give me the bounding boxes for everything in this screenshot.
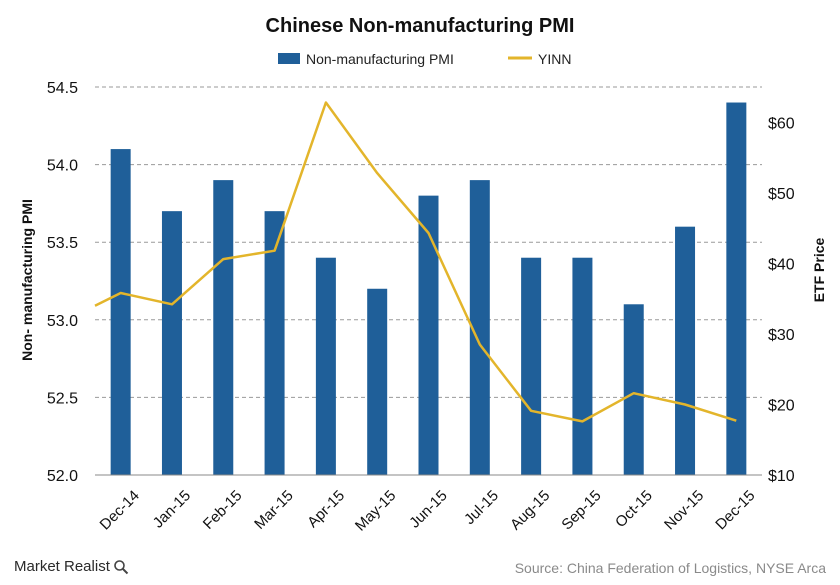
pmi-bar-Sep-15 xyxy=(572,257,593,475)
x-tick-label: May-15 xyxy=(352,487,399,534)
left-tick-label: 54.0 xyxy=(47,158,78,175)
right-tick-label: $60 xyxy=(768,115,795,132)
x-tick-label: Jan-15 xyxy=(150,487,194,531)
branding: Market Realist xyxy=(14,558,129,575)
pmi-bar-Nov-15 xyxy=(675,226,696,475)
x-tick-label: Nov-15 xyxy=(661,487,707,533)
left-axis-label: Non- manufacturing PMI xyxy=(19,199,35,361)
pmi-bar-Jun-15 xyxy=(418,195,439,475)
yinn-line xyxy=(94,101,737,423)
pmi-bar-Aug-15 xyxy=(521,257,542,475)
pmi-bar-Apr-15 xyxy=(315,257,336,475)
pmi-bar-Jan-15 xyxy=(161,211,182,475)
left-tick-label: 53.5 xyxy=(47,235,78,252)
x-tick-label: Feb-15 xyxy=(200,487,246,533)
yinn-line-path xyxy=(94,101,737,423)
chart: Chinese Non-manufacturing PMI Non-manufa… xyxy=(19,15,827,535)
pmi-bar-May-15 xyxy=(367,288,388,475)
right-tick-label: $40 xyxy=(768,256,795,273)
pmi-bar-Jul-15 xyxy=(469,180,490,475)
right-tick-label: $50 xyxy=(768,186,795,203)
legend-label-yinn: YINN xyxy=(538,51,571,67)
pmi-bar-Dec-15 xyxy=(726,102,747,476)
right-tick-label: $30 xyxy=(768,327,795,344)
left-axis-ticks: 52.0 52.5 53.0 53.5 54.0 54.5 xyxy=(47,80,78,485)
pmi-bar-Oct-15 xyxy=(623,304,644,475)
left-tick-label: 52.5 xyxy=(47,390,78,407)
x-tick-label: Oct-15 xyxy=(612,487,656,531)
legend-swatch-pmi xyxy=(278,53,300,64)
left-tick-label: 52.0 xyxy=(47,468,78,485)
source-note: Source: China Federation of Logistics, N… xyxy=(514,560,826,576)
x-tick-label: Apr-15 xyxy=(304,487,348,531)
pmi-bar-Mar-15 xyxy=(264,211,285,475)
x-tick-label: Aug-15 xyxy=(507,487,553,533)
pmi-bar-Feb-15 xyxy=(213,180,234,475)
right-tick-label: $20 xyxy=(768,397,795,414)
x-tick-label: Dec-15 xyxy=(712,487,758,533)
x-tick-label: Sep-15 xyxy=(558,487,604,533)
pmi-bars xyxy=(110,102,747,476)
right-axis-ticks: $10 $20 $30 $40 $50 $60 xyxy=(768,115,795,485)
left-tick-label: 53.0 xyxy=(47,313,78,330)
right-tick-label: $10 xyxy=(768,468,795,485)
x-tick-label: Jun-15 xyxy=(406,487,450,531)
legend: Non-manufacturing PMI YINN xyxy=(278,51,571,67)
x-tick-label: Jul-15 xyxy=(461,487,502,528)
legend-label-pmi: Non-manufacturing PMI xyxy=(306,51,454,67)
chart-title: Chinese Non-manufacturing PMI xyxy=(266,15,575,37)
x-axis-ticks: Dec-14 Jan-15 Feb-15 Mar-15 Apr-15 May-15 Jun-… xyxy=(97,487,759,534)
right-axis-label: ETF Price xyxy=(811,238,827,303)
x-tick-label: Mar-15 xyxy=(251,487,297,533)
left-tick-label: 54.5 xyxy=(47,80,78,97)
x-tick-label: Dec-14 xyxy=(97,487,143,533)
pmi-bar-Dec-14 xyxy=(110,149,131,475)
brand-name: Market Realist xyxy=(14,558,110,575)
magnifier-logo-icon xyxy=(114,559,129,574)
